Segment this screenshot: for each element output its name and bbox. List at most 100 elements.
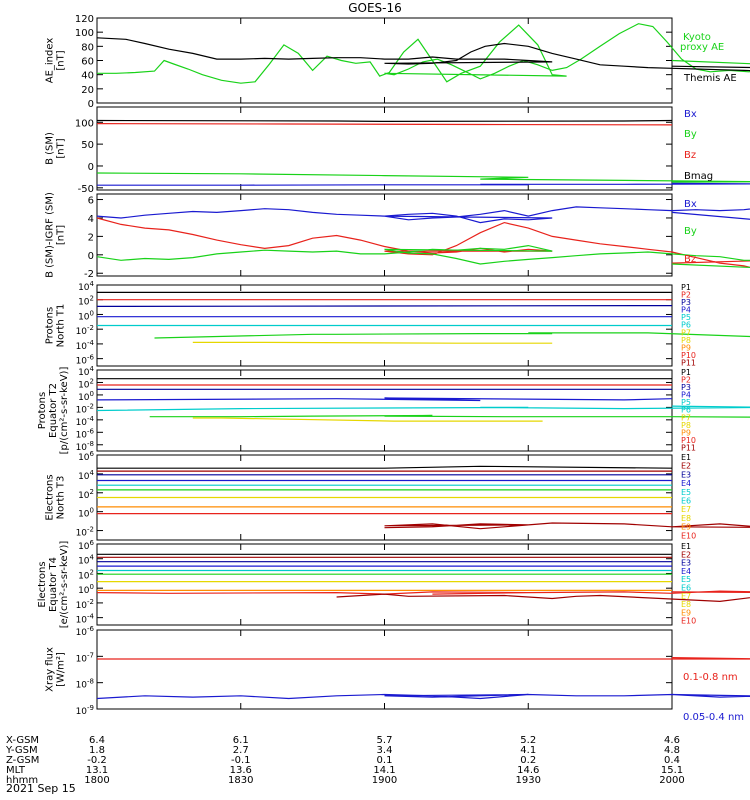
y-axis-label: Electrons (37, 561, 48, 607)
x-row-value: -0.1 (231, 755, 251, 766)
panel-1 (96, 17, 750, 104)
x-row-value: 5.2 (520, 735, 536, 746)
y-axis-label: Xray flux (45, 647, 56, 692)
series-line-by (96, 172, 750, 183)
y-tick-label: 0 (88, 99, 94, 110)
series-line-bx (96, 206, 750, 224)
y-tick-label: 104 (78, 554, 94, 567)
legend-entry: E1 (681, 542, 691, 551)
legend-entry: P11 (681, 443, 696, 452)
legend-entry: P7 (681, 328, 691, 337)
y-tick-label: 10-8 (76, 440, 94, 453)
legend-entry: P5 (681, 313, 691, 322)
x-row-value: 1830 (228, 775, 253, 786)
svg-text:100: 100 (78, 390, 94, 403)
x-row-label: Y-GSM (5, 745, 38, 756)
svg-text:10-2: 10-2 (76, 526, 94, 539)
legend-entry: E1 (681, 453, 691, 462)
series-line-0-1-0-8-nm (97, 657, 750, 660)
svg-text:104: 104 (78, 280, 94, 293)
legend-entry: E3 (681, 559, 691, 568)
y-tick-label: 10-7 (76, 651, 94, 664)
y-tick-label: 10-4 (76, 339, 95, 352)
legend-entry: 0.05-0.4 nm (683, 712, 744, 723)
legend-entry: E9 (681, 523, 691, 532)
series-line-p7 (149, 414, 750, 418)
svg-text:10-2: 10-2 (76, 598, 94, 611)
y-tick-label: 2 (88, 232, 94, 243)
legend-entry: E7 (681, 592, 691, 601)
y-tick-label: 10-2 (76, 526, 94, 539)
x-row-label: Z-GSM (6, 755, 39, 766)
y-tick-label: 100 (75, 118, 94, 129)
svg-text:10-6: 10-6 (76, 354, 95, 367)
legend-entry: E2 (681, 550, 691, 559)
y-tick-label: 10-2 (76, 598, 94, 611)
svg-text:10-4: 10-4 (76, 415, 95, 428)
x-row-value: -0.2 (87, 755, 107, 766)
legend-entry: By (684, 129, 697, 140)
series-line-bx (97, 182, 750, 186)
legend-entry: P3 (681, 383, 691, 392)
svg-text:104: 104 (78, 554, 94, 567)
svg-text:10-4: 10-4 (76, 339, 95, 352)
x-row-value: 4.6 (664, 735, 680, 746)
y-axis-label: B (SM) (45, 132, 56, 165)
series-line-by (96, 244, 750, 269)
x-row-value: 3.4 (377, 745, 393, 756)
y-axis-label: [nT] (56, 225, 67, 245)
svg-text:102: 102 (78, 295, 94, 308)
panel-frame (96, 369, 673, 452)
y-tick-label: 104 (78, 365, 94, 378)
series-line-e10 (336, 593, 750, 603)
series-line-themis-ae (96, 37, 750, 72)
panel-5 (96, 369, 750, 452)
y-tick-label: 20 (81, 85, 94, 96)
legend-entry: P6 (681, 406, 691, 415)
y-tick-label: 102 (78, 568, 94, 581)
y-tick-label: 104 (78, 469, 94, 482)
series-line-e10 (384, 522, 750, 530)
y-tick-label: 106 (78, 450, 94, 463)
y-axis-label: B (SM)-IGRF (SM) (45, 192, 56, 278)
series-line-bmag (96, 119, 673, 123)
svg-text:100: 100 (78, 309, 94, 322)
legend-entry: E9 (681, 608, 691, 617)
panel-7 (96, 543, 750, 626)
svg-text:102: 102 (78, 377, 94, 390)
legend-entry: Bx (684, 109, 697, 120)
legend-entry: Bmag (684, 171, 713, 182)
svg-text:10-4: 10-4 (76, 613, 95, 626)
legend-entry: P1 (681, 283, 691, 292)
y-axis-label: [nT] (56, 50, 67, 70)
y-tick-label: 10-6 (76, 354, 95, 367)
legend-entry: P11 (681, 358, 696, 367)
legend-entry: E7 (681, 505, 691, 514)
series-line-p3 (96, 305, 673, 307)
y-tick-label: 10-4 (76, 415, 95, 428)
legend-entry: E6 (681, 584, 691, 593)
y-tick-label: 100 (78, 583, 94, 596)
y-axis-label: Equator T2 (48, 383, 59, 438)
svg-text:102: 102 (78, 568, 94, 581)
svg-text:100: 100 (78, 507, 94, 520)
legend-entry: P2 (681, 376, 691, 385)
legend-entry: E8 (681, 514, 691, 523)
legend-entry: P8 (681, 336, 691, 345)
y-tick-label: 10-4 (76, 613, 95, 626)
legend-entry: P9 (681, 343, 691, 352)
y-axis-label: Electrons (45, 474, 56, 520)
series-line-p6 (96, 405, 750, 412)
legend-entry: E4 (681, 479, 691, 488)
x-row-value: 1.8 (89, 745, 105, 756)
series-line-bz (96, 217, 750, 268)
svg-text:106: 106 (78, 539, 94, 552)
panel-frame (96, 106, 673, 191)
legend-entry: P5 (681, 398, 691, 407)
y-tick-label: 6 (88, 196, 94, 207)
x-row-value: 6.4 (89, 735, 105, 746)
legend-entry: E10 (681, 617, 696, 626)
svg-text:10-8: 10-8 (76, 678, 94, 691)
x-row-label: X-GSM (6, 735, 39, 746)
